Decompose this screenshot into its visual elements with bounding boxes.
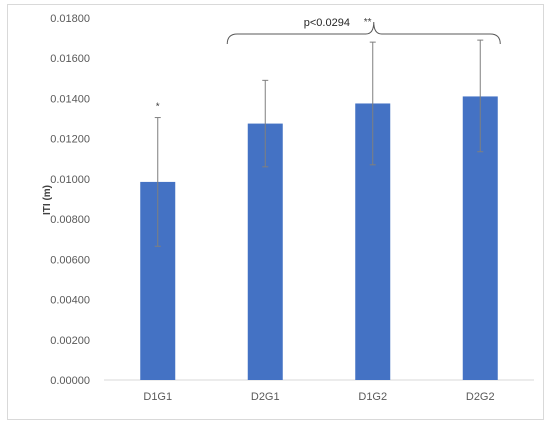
y-tick-label: 0.01600 [50,53,90,65]
x-tick-label: D2G1 [251,391,280,403]
p-value-label: p<0.0294 [304,17,350,29]
significance-bracket [226,21,501,45]
y-axis-label: ITI (m) [42,185,53,215]
y-tick-label: 0.01000 [50,174,90,186]
y-tick-label: 0.00400 [50,295,90,307]
bracket-marker: ** [364,17,372,28]
significance-marker: * [156,102,160,113]
y-tick-label: 0.01400 [50,93,90,105]
bar-chart: 0.00000 0.00200 0.00400 0.00600 0.00800 0.010… [42,13,534,403]
x-tick-label: D1G1 [143,391,172,403]
y-tick-label: 0.00200 [50,335,90,347]
y-tick-label: 0.01200 [50,134,90,146]
y-tick-label: 0.00800 [50,214,90,226]
x-tick-label: D2G2 [466,391,495,403]
y-tick-label: 0.01800 [50,13,90,25]
y-tick-label: 0.00600 [50,254,90,266]
y-tick-label: 0.00000 [50,375,90,387]
x-tick-label: D1G2 [358,391,387,403]
chart-frame: 0.00000 0.00200 0.00400 0.00600 0.00800 0.010… [7,4,544,420]
